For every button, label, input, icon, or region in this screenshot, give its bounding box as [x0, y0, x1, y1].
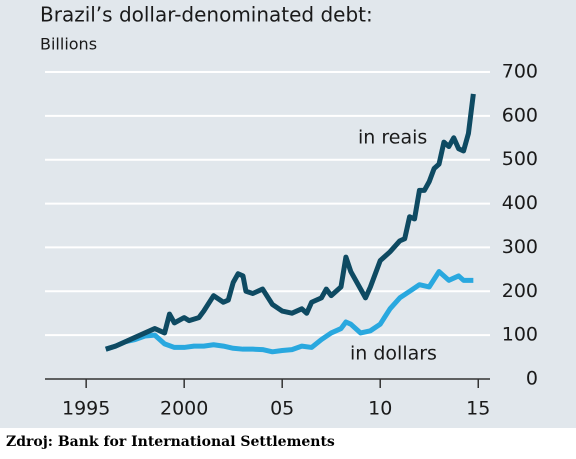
chart-title: Brazil’s dollar-denominated debt:	[40, 3, 373, 27]
series-line	[105, 93, 476, 352]
series-line	[105, 269, 474, 355]
x-tick-label: 15	[466, 398, 490, 420]
x-tick-label: 05	[270, 398, 294, 420]
x-tick-label: 1995	[62, 398, 110, 420]
x-tick-label: 10	[368, 398, 392, 420]
source: Zdroj: Bank for International Settlement…	[6, 434, 335, 450]
y-tick-label: 400	[502, 192, 538, 214]
y-tick-label: 700	[502, 61, 538, 83]
y-tick-label: 500	[502, 148, 538, 170]
y-tick-label: 200	[502, 280, 538, 302]
y-tick-label: 0	[526, 368, 538, 390]
annotation: in reais	[358, 127, 427, 149]
annotation: in dollars	[350, 343, 437, 365]
chart-background	[0, 0, 576, 428]
y-tick-label: 600	[502, 104, 538, 126]
y-tick-label: 300	[502, 236, 538, 258]
x-tick-label: 2000	[160, 398, 208, 420]
y-tick-label: 100	[502, 324, 538, 346]
chart-subtitle: Billions	[40, 35, 97, 54]
